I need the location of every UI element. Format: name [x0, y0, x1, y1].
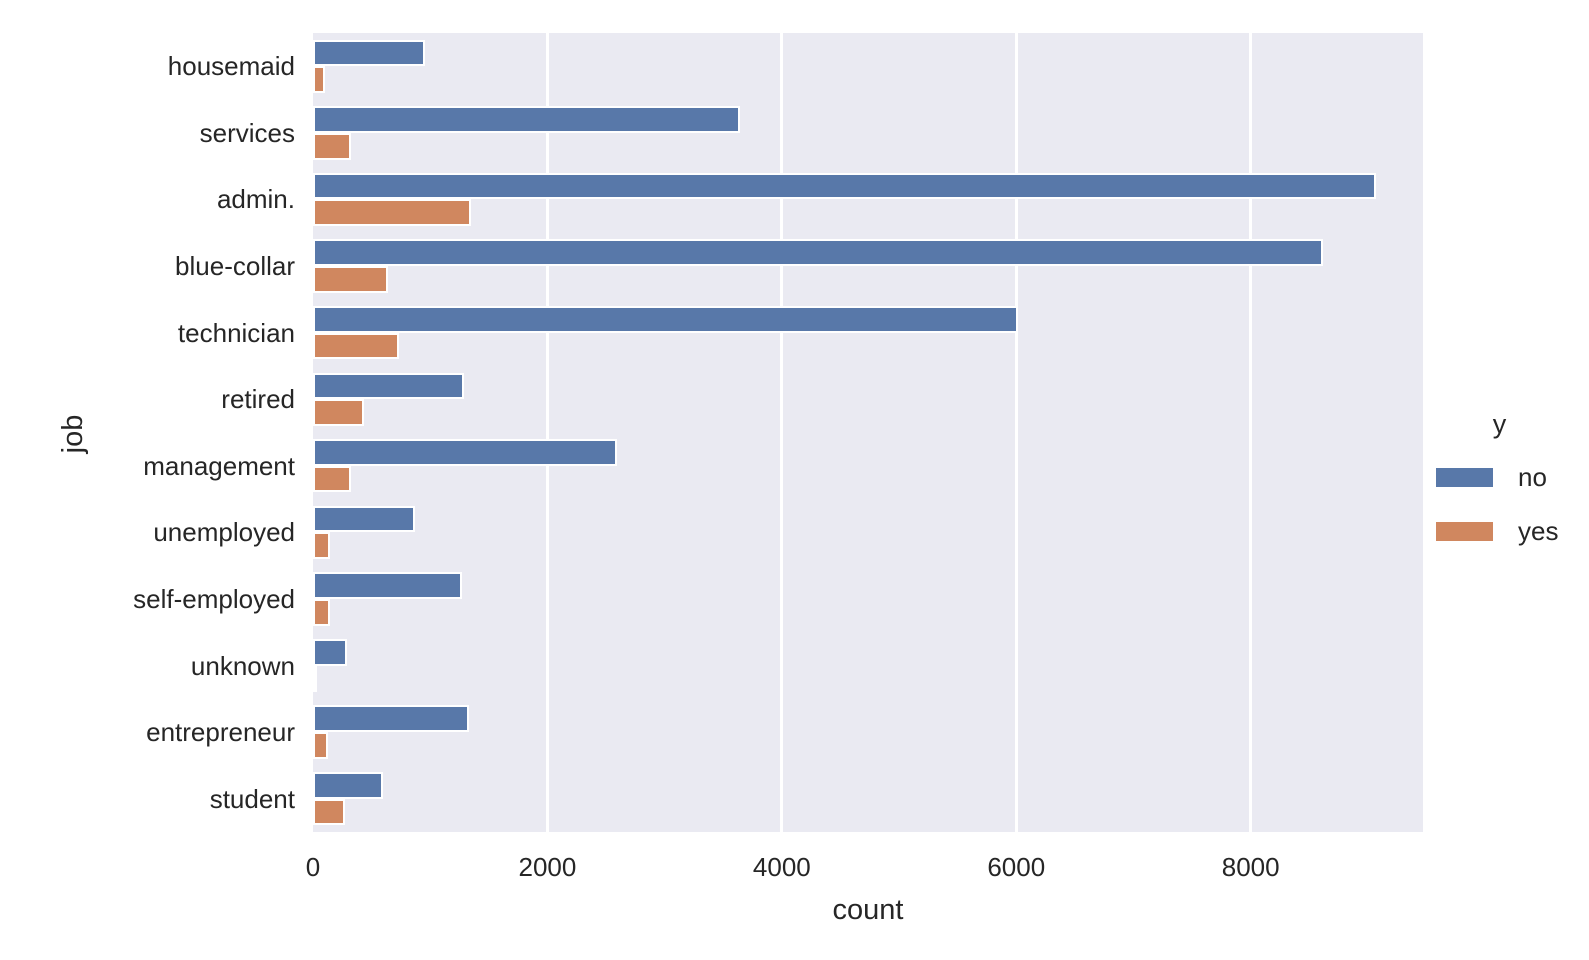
bar-yes-self-employed	[313, 598, 331, 626]
ytick-label-services: services	[199, 117, 295, 148]
bar-no-entrepreneur	[313, 705, 470, 733]
plot-area	[313, 33, 1423, 832]
ytick-label-management: management	[143, 450, 295, 481]
xtick-label-0: 0	[305, 852, 321, 882]
bar-yes-management	[313, 465, 352, 493]
legend-label-no: no	[1518, 462, 1547, 492]
legend-title: y	[1492, 409, 1507, 439]
legend-entry-no: no	[1436, 462, 1563, 493]
bar-yes-blue-collar	[313, 266, 388, 293]
bar-no-management	[313, 439, 618, 466]
bar-yes-services	[313, 132, 351, 160]
bar-no-services	[313, 106, 741, 133]
bar-no-housemaid	[313, 39, 425, 67]
bar-yes-admin.	[313, 199, 472, 227]
xtick-label-2000: 2000	[518, 852, 577, 882]
ytick-label-admin.: admin.	[216, 184, 295, 215]
ytick-label-self-employed: self-employed	[133, 583, 295, 614]
ytick-label-retired: retired	[221, 384, 295, 415]
ytick-label-unknown: unknown	[190, 650, 295, 681]
bar-no-student	[313, 772, 384, 799]
bar-no-admin.	[313, 172, 1377, 200]
bar-yes-entrepreneur	[313, 732, 328, 759]
bar-yes-student	[313, 798, 346, 826]
bar-no-technician	[313, 305, 1018, 333]
bar-yes-unknown	[313, 665, 318, 693]
x-axis-label: count	[832, 894, 904, 926]
xtick-label-6000: 6000	[987, 852, 1046, 882]
bar-no-blue-collar	[313, 239, 1323, 267]
bar-yes-retired	[313, 399, 364, 426]
ytick-label-technician: technician	[177, 317, 295, 348]
legend: y no yes	[1436, 409, 1563, 547]
legend-swatch-no	[1436, 468, 1493, 487]
gridline-x-6000	[1014, 33, 1018, 832]
y-axis-label: job	[57, 414, 89, 454]
ytick-label-blue-collar: blue-collar	[175, 251, 295, 282]
gridline-x-4000	[780, 33, 784, 832]
bar-yes-technician	[313, 332, 399, 360]
bar-yes-unemployed	[313, 532, 330, 559]
ytick-label-unemployed: unemployed	[153, 517, 295, 548]
legend-swatch-yes	[1436, 522, 1493, 541]
ytick-label-housemaid: housemaid	[167, 51, 295, 82]
bar-yes-housemaid	[313, 66, 326, 93]
xtick-label-4000: 4000	[752, 852, 811, 882]
bar-no-unknown	[313, 638, 348, 666]
legend-entry-yes: yes	[1436, 516, 1563, 547]
ytick-label-student: student	[209, 783, 295, 814]
legend-label-yes: yes	[1518, 516, 1559, 546]
ytick-label-entrepreneur: entrepreneur	[146, 717, 295, 748]
bar-no-retired	[313, 372, 464, 400]
bar-no-self-employed	[313, 572, 463, 599]
bar-no-unemployed	[313, 505, 415, 533]
gridline-x-2000	[545, 33, 549, 832]
xtick-label-8000: 8000	[1221, 852, 1280, 882]
gridline-x-8000	[1249, 33, 1253, 832]
